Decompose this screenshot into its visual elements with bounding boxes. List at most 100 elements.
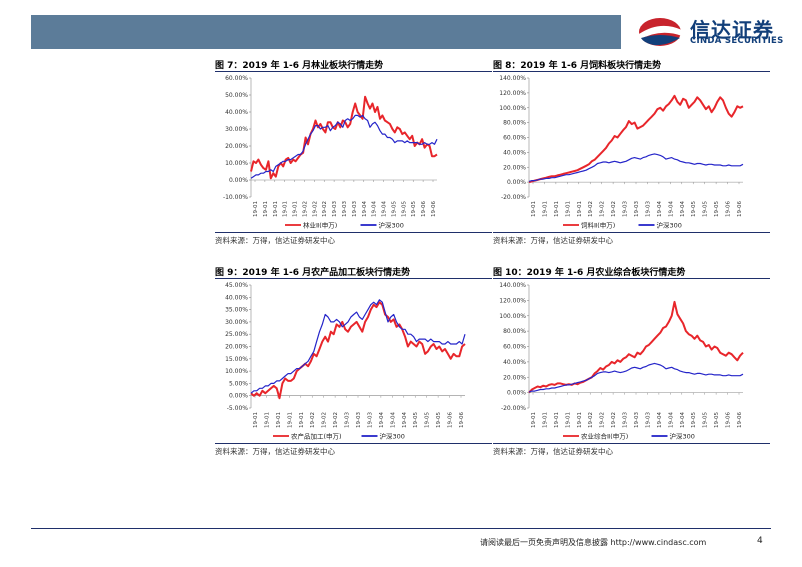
x-tick-label: 19-01 bbox=[264, 412, 270, 428]
x-tick-label: 19-02 bbox=[333, 412, 339, 428]
y-tick-label: 100.00% bbox=[499, 105, 526, 112]
title-rule bbox=[493, 278, 770, 279]
x-tick-label: 19-03 bbox=[623, 412, 629, 428]
y-tick-label: 80.00% bbox=[503, 120, 526, 127]
legend-label: 农产品加工(申万) bbox=[291, 432, 342, 441]
legend-label: 沪深300 bbox=[670, 432, 695, 441]
y-tick-label: -5.00% bbox=[227, 405, 249, 412]
x-tick-label: 19-03 bbox=[352, 201, 358, 217]
x-tick-label: 19-04 bbox=[657, 201, 663, 217]
cinda-logo-icon bbox=[639, 18, 682, 46]
line-chart-feed: 140.00% 120.00% 100.00% 80.00% 60.00% 40.00% 2… bbox=[499, 75, 744, 230]
chart-source: 资料来源：万得，信达证券研发中心 bbox=[493, 236, 613, 245]
y-tick-label: 120.00% bbox=[499, 297, 526, 304]
source-rule bbox=[493, 232, 770, 233]
y-tick-label: 0.00% bbox=[507, 179, 526, 186]
x-tick-label: 19-03 bbox=[332, 201, 338, 217]
y-tick-label: 20.00% bbox=[503, 374, 526, 381]
x-tick-label: 19-06 bbox=[737, 201, 743, 217]
y-tick-label: 45.00% bbox=[225, 282, 248, 289]
chart-title: 图 10：2019 年 1-6 月农业综合板块行情走势 bbox=[493, 268, 686, 278]
series-line bbox=[528, 300, 744, 394]
x-tick-label: 19-01 bbox=[263, 201, 269, 217]
x-tick-label: 19-06 bbox=[737, 412, 743, 428]
x-tick-label: 19-05 bbox=[703, 201, 709, 217]
x-tick-label: 19-02 bbox=[322, 412, 328, 428]
source-rule bbox=[215, 443, 492, 444]
x-tick-label: 19-02 bbox=[588, 201, 594, 217]
x-tick-label: 19-01 bbox=[577, 412, 583, 428]
x-tick-label: 19-01 bbox=[542, 201, 548, 217]
chart-panel-agri-composite: 图 10：2019 年 1-6 月农业综合板块行情走势 140.00% 120.0… bbox=[493, 265, 770, 460]
x-tick-label: 19-05 bbox=[391, 201, 397, 217]
y-tick-label: 30.00% bbox=[225, 319, 248, 326]
chart-source: 资料来源：万得，信达证券研发中心 bbox=[215, 236, 335, 245]
y-tick-label: 25.00% bbox=[225, 331, 248, 338]
footer-rule bbox=[31, 528, 771, 529]
x-tick-label: 19-05 bbox=[691, 201, 697, 217]
x-tick-label: 19-05 bbox=[413, 412, 419, 428]
x-tick-label: 19-04 bbox=[657, 412, 663, 428]
footer-disclaimer: 请阅读最后一页免责声明及信息披露 http://www.cindasc.com bbox=[480, 538, 707, 547]
x-tick-label: 19-05 bbox=[703, 412, 709, 428]
source-rule bbox=[493, 443, 770, 444]
chart-source: 资料来源：万得，信达证券研发中心 bbox=[493, 447, 613, 456]
y-tick-label: 120.00% bbox=[499, 90, 526, 97]
y-tick-label: 0.00% bbox=[507, 390, 526, 397]
x-tick-label: 19-01 bbox=[253, 412, 259, 428]
y-tick-label: -20.00% bbox=[501, 194, 526, 201]
x-tick-label: 19-01 bbox=[283, 201, 289, 217]
chart-panel-agri-processing: 图 9：2019 年 1-6 月农产品加工板块行情走势 45.00% 40.00%… bbox=[215, 265, 492, 460]
x-tick-label: 19-03 bbox=[367, 412, 373, 428]
x-tick-label: 19-02 bbox=[302, 201, 308, 217]
legend-label: 农业综合Ⅱ(申万) bbox=[581, 432, 628, 441]
y-tick-label: 60.00% bbox=[503, 344, 526, 351]
title-rule bbox=[215, 278, 492, 279]
x-tick-label: 19-02 bbox=[600, 201, 606, 217]
legend-label: 沪深300 bbox=[379, 221, 404, 230]
x-tick-label: 19-02 bbox=[588, 412, 594, 428]
x-tick-label: 19-04 bbox=[402, 412, 408, 428]
x-tick-label: 19-02 bbox=[322, 201, 328, 217]
legend-label: 林业Ⅱ(申万) bbox=[303, 221, 337, 230]
x-tick-label: 19-03 bbox=[645, 201, 651, 217]
series-line bbox=[528, 362, 744, 393]
series-line bbox=[250, 301, 466, 400]
x-tick-label: 19-05 bbox=[401, 201, 407, 217]
x-tick-label: 19-01 bbox=[531, 412, 537, 428]
x-tick-label: 19-03 bbox=[645, 412, 651, 428]
x-tick-label: 19-03 bbox=[342, 201, 348, 217]
x-tick-label: 19-06 bbox=[459, 412, 465, 428]
x-tick-label: 19-01 bbox=[565, 201, 571, 217]
y-tick-label: 0.00% bbox=[229, 393, 248, 400]
series-line bbox=[528, 153, 744, 182]
legend-label: 沪深300 bbox=[380, 432, 405, 441]
chart-panel-feed: 图 8：2019 年 1-6 月饲料板块行情走势 140.00% 120.00% 1… bbox=[493, 58, 770, 248]
x-tick-label: 19-04 bbox=[680, 412, 686, 428]
x-tick-label: 19-02 bbox=[600, 412, 606, 428]
x-tick-label: 19-01 bbox=[299, 412, 305, 428]
x-tick-label: 19-04 bbox=[668, 201, 674, 217]
y-tick-label: -10.00% bbox=[223, 194, 248, 201]
series-line bbox=[250, 95, 438, 180]
chart-title: 图 9：2019 年 1-6 月农产品加工板块行情走势 bbox=[215, 268, 411, 278]
y-tick-label: 5.00% bbox=[229, 380, 248, 387]
y-tick-label: 40.00% bbox=[503, 359, 526, 366]
legend-label: 饲料Ⅱ(申万) bbox=[581, 221, 615, 230]
y-tick-label: 100.00% bbox=[499, 313, 526, 320]
y-tick-label: 140.00% bbox=[499, 75, 526, 82]
chart-title: 图 8：2019 年 1-6 月饲料板块行情走势 bbox=[493, 61, 662, 71]
x-tick-label: 19-01 bbox=[287, 412, 293, 428]
x-tick-label: 19-01 bbox=[542, 412, 548, 428]
title-rule bbox=[493, 71, 770, 72]
x-tick-label: 19-05 bbox=[714, 412, 720, 428]
x-tick-label: 19-01 bbox=[565, 412, 571, 428]
line-chart-agri-composite: 140.00% 120.00% 100.00% 80.00% 60.00% 40.00% 2… bbox=[499, 282, 744, 441]
x-tick-label: 19-03 bbox=[634, 201, 640, 217]
title-rule bbox=[215, 71, 492, 72]
series-line bbox=[250, 114, 438, 179]
x-tick-label: 19-05 bbox=[425, 412, 431, 428]
y-tick-label: 80.00% bbox=[503, 328, 526, 335]
x-tick-label: 19-05 bbox=[691, 412, 697, 428]
chart-source: 资料来源：万得，信达证券研发中心 bbox=[215, 447, 335, 456]
